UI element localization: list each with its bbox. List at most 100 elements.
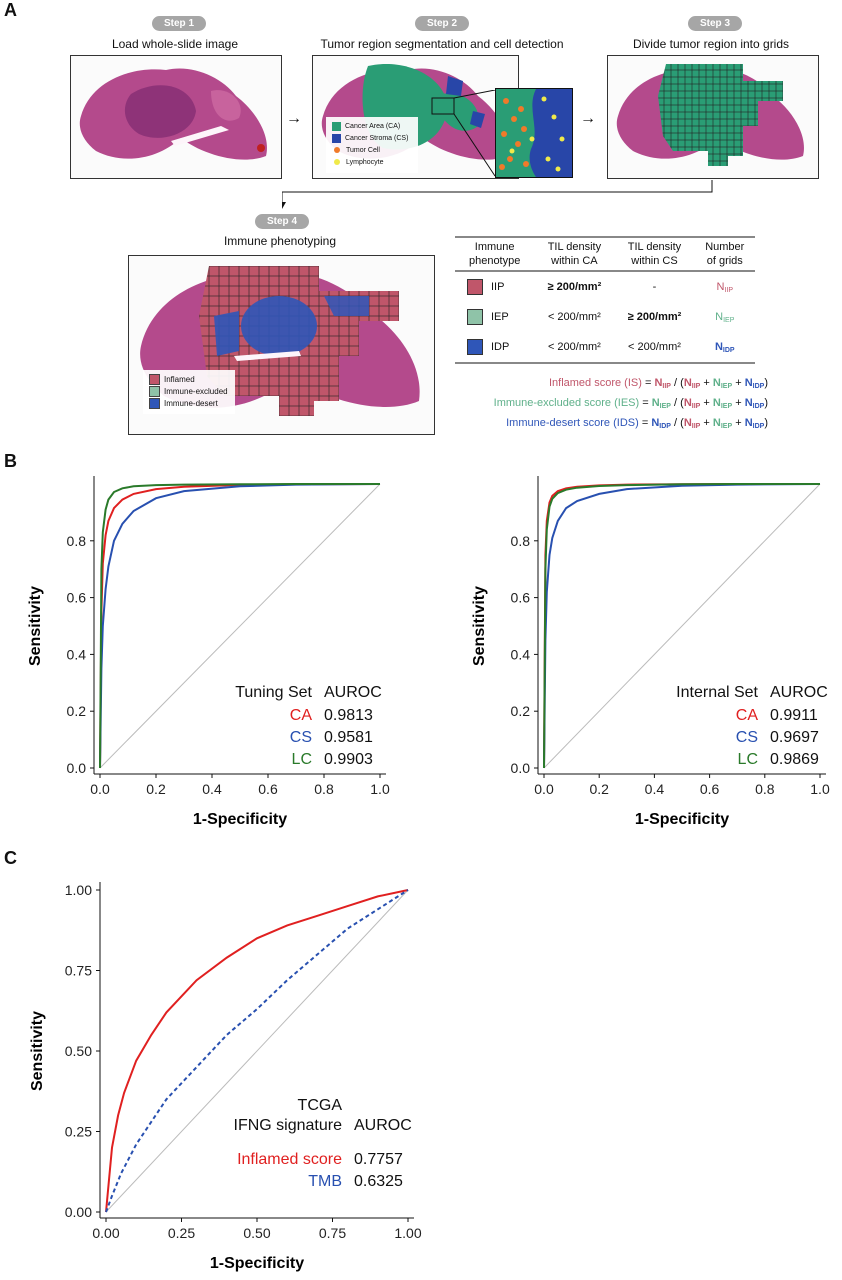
- x-axis-title: 1-Specificity: [210, 1255, 304, 1272]
- legend-auroc-header: AUROC: [354, 1117, 412, 1134]
- legend-auroc-value: 0.7757: [354, 1151, 403, 1168]
- score-formula-ies: Immune-excluded score (IES) = NIEP / (NI…: [493, 397, 768, 410]
- table-header: TIL density within CA: [547, 241, 602, 267]
- legend-header: IFNG signature: [234, 1117, 343, 1134]
- legend-auroc-header: AUROC: [324, 684, 382, 701]
- phenotype-table-wrapper: Immune phenotype TIL density within CA TIL…: [455, 236, 755, 364]
- x-tick-label: 0.4: [645, 781, 665, 797]
- zoom-connector-lines: [431, 90, 496, 177]
- legend-dot-icon: [334, 159, 340, 166]
- score-formula-ids: Immune-desert score (IDS) = NIDP / (NIIP…: [506, 417, 768, 430]
- phenotype-swatch-icon: [467, 339, 483, 355]
- y-tick-label: 0.4: [511, 646, 531, 662]
- zoom-inset-cells: [499, 89, 572, 177]
- step3-to-step4-connector: [278, 180, 714, 209]
- chance-diagonal: [105, 889, 409, 1213]
- y-tick-label: 0.6: [511, 590, 531, 606]
- legend-series-name: CS: [290, 729, 312, 746]
- roc-curve-cs: [99, 483, 381, 769]
- legend-label: Cancer Area (CA): [345, 123, 401, 130]
- table-cell: NIDP: [714, 340, 735, 354]
- y-tick-label: 0.2: [67, 703, 87, 719]
- x-tick-label: 0.6: [258, 781, 278, 797]
- phenotype-swatch-icon: [467, 309, 483, 325]
- x-tick-label: 0.25: [168, 1225, 195, 1241]
- legend-series-name: TMB: [308, 1173, 342, 1190]
- x-tick-label: 0.00: [92, 1225, 119, 1241]
- legend-auroc-value: 0.9813: [324, 707, 373, 724]
- table-row: IDP < 200/mm² < 200/mm² NIDP: [455, 332, 755, 363]
- legend-series-name: LC: [738, 751, 758, 768]
- tissue-image-step3: [616, 64, 804, 166]
- chance-diagonal: [99, 483, 381, 769]
- step4-legend: Inflamed Immune-excluded Immune-desert: [143, 370, 235, 414]
- table-row: IEP < 200/mm² ≥ 200/mm² NIEP: [455, 302, 755, 332]
- legend-label: Immune-desert: [164, 399, 218, 408]
- y-axis-title: Sensitivity: [471, 586, 488, 666]
- table-header: TIL density within CS: [627, 241, 682, 267]
- table-cell: IIP: [455, 271, 534, 302]
- legend-label: Immune-excluded: [164, 387, 228, 396]
- x-tick-label: 1.0: [810, 781, 830, 797]
- legend-auroc-value: 0.9903: [324, 751, 373, 768]
- legend-auroc-value: 0.9869: [770, 751, 819, 768]
- table-cell: < 200/mm²: [547, 341, 601, 353]
- legend-swatch-square-icon: [149, 374, 160, 386]
- x-tick-label: 0.2: [589, 781, 609, 797]
- table-cell: NIEP: [715, 310, 735, 324]
- x-tick-label: 0.0: [534, 781, 554, 797]
- panel-label-a: A: [4, 0, 17, 20]
- table-cell: NIIP: [716, 280, 734, 294]
- legend-label: Tumor Cell: [346, 147, 380, 154]
- table-cell: IDP: [455, 332, 534, 363]
- table-cell: -: [652, 281, 657, 293]
- score-formula-is: Inflamed score (IS) = NIIP / (NIIP + NIE…: [548, 377, 768, 390]
- x-tick-label: 1.00: [394, 1225, 421, 1241]
- y-tick-label: 0.2: [511, 703, 531, 719]
- whole-slide-image: [70, 55, 282, 179]
- y-tick-label: 0.6: [67, 590, 87, 606]
- legend-item-immune-excluded: Immune-excluded: [149, 386, 229, 398]
- table-header: Number of grids: [705, 241, 745, 267]
- y-axis-title: Sensitivity: [27, 586, 44, 666]
- chance-diagonal: [543, 483, 821, 769]
- table-cell: ≥ 200/mm²: [627, 311, 682, 323]
- legend-auroc-value: 0.9911: [770, 707, 818, 724]
- legend-item-inflamed: Inflamed: [149, 374, 229, 386]
- step-3-title: Divide tumor region into grids: [632, 37, 790, 51]
- score-label: Immune-desert score (IDS): [506, 417, 639, 429]
- x-tick-label: 0.2: [146, 781, 166, 797]
- legend-swatch-square-icon: [332, 133, 341, 143]
- roc-curve-lc: [99, 483, 380, 769]
- table-cell: ≥ 200/mm²: [547, 281, 602, 293]
- arrow-right-icon: →: [286, 110, 302, 127]
- score-formulas: Inflamed score (IS) = NIIP / (NIIP + NIE…: [398, 375, 768, 435]
- legend-swatch-square-icon: [149, 398, 160, 410]
- y-tick-label: 0.8: [511, 533, 531, 549]
- x-axis-title: 1-Specificity: [193, 811, 287, 828]
- y-tick-label: 0.50: [65, 1043, 92, 1059]
- legend-label: Lymphocyte: [346, 159, 384, 166]
- legend-header: Internal Set: [676, 684, 758, 701]
- roc-chart-tuning-set: 0.0 0.2 0.4 0.6 0.8 1.0 0.0 0.2 0.4 0.6 0.8 1-Speci…: [27, 476, 390, 828]
- table-cell: < 200/mm²: [547, 311, 601, 323]
- x-tick-label: 0.8: [755, 781, 775, 797]
- y-tick-label: 0.4: [67, 646, 87, 662]
- x-tick-label: 0.6: [700, 781, 720, 797]
- legend-swatch-square-icon: [149, 386, 160, 398]
- table-cell: < 200/mm²: [628, 341, 681, 353]
- legend-header: TCGA: [298, 1097, 343, 1114]
- phenotype-table: Immune phenotype TIL density within CA TIL…: [455, 236, 755, 364]
- legend-series-name: CA: [290, 707, 313, 724]
- panel-label-c: C: [4, 848, 17, 868]
- legend-auroc-value: 0.9581: [324, 729, 373, 746]
- legend-series-name: Inflamed score: [237, 1151, 342, 1168]
- legend-item-immune-desert: Immune-desert: [149, 398, 229, 410]
- table-header: Immune phenotype: [468, 241, 521, 267]
- y-tick-label: 0.0: [511, 760, 531, 776]
- step-1-title: Load whole-slide image: [111, 37, 239, 51]
- step-1-pill: Step 1: [152, 16, 207, 31]
- step-2-pill: Step 2: [415, 16, 470, 31]
- y-tick-label: 0.00: [65, 1204, 92, 1220]
- x-tick-label: 0.75: [319, 1225, 346, 1241]
